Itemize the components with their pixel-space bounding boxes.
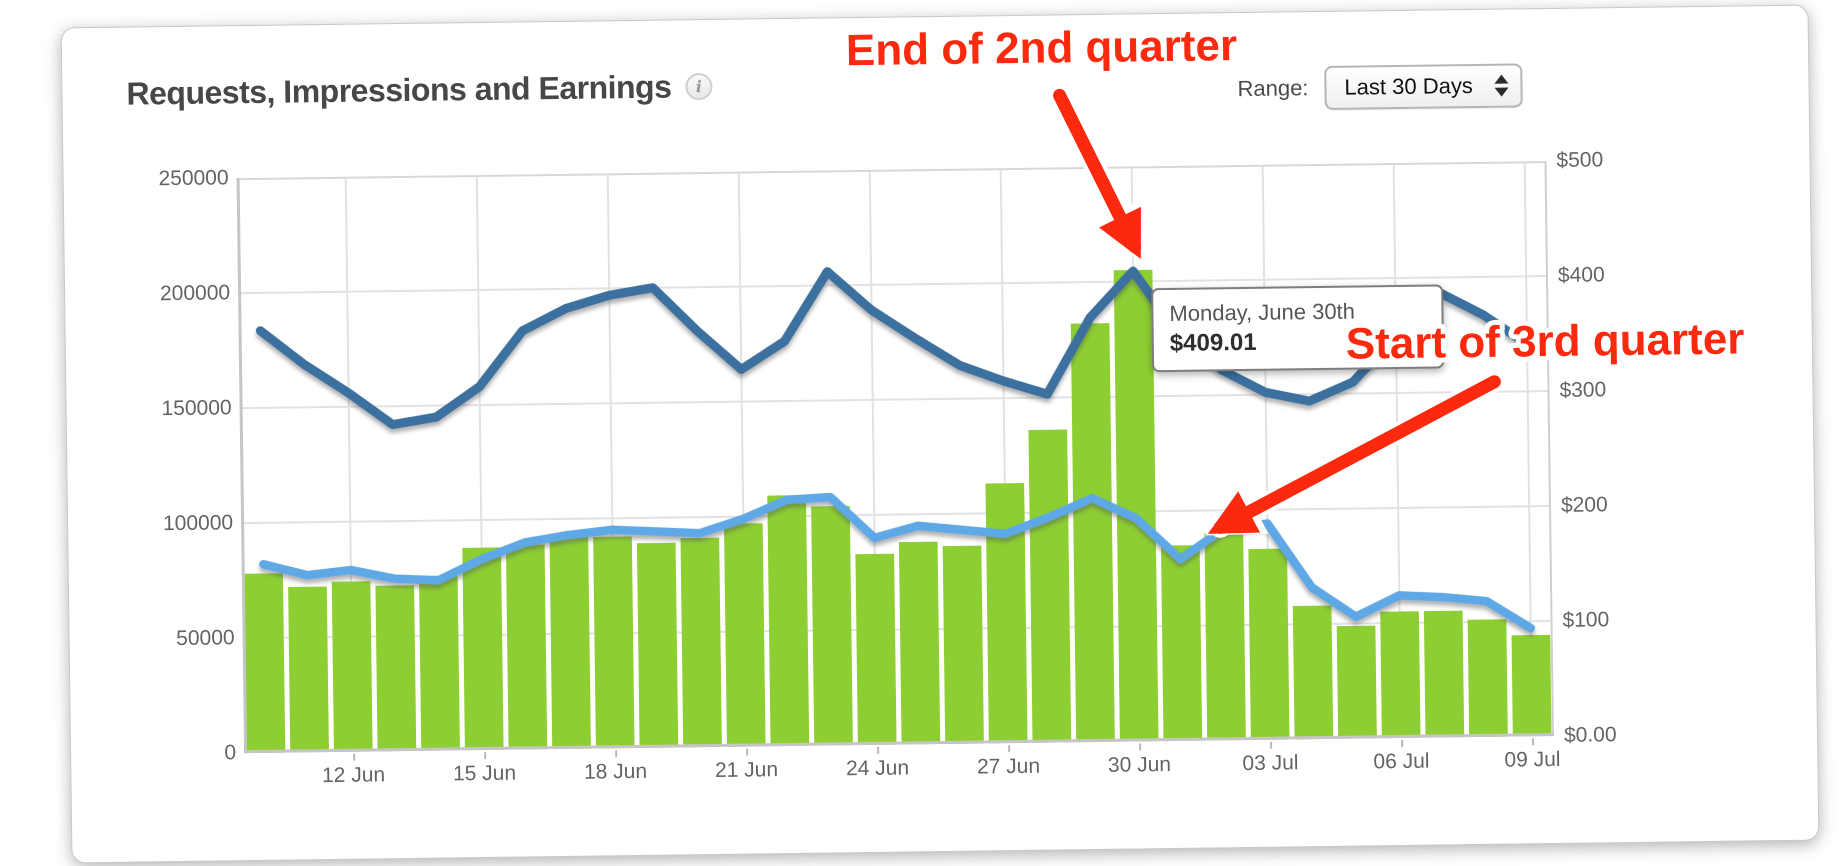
range-label: Range:	[1237, 75, 1309, 102]
left-axis-tick: 0	[224, 741, 237, 765]
left-axis-tick: 150000	[161, 396, 232, 421]
x-axis-label: 09 Jul	[1504, 747, 1561, 772]
x-tick-mark	[484, 751, 487, 759]
right-axis-tick: $0.00	[1563, 723, 1617, 747]
x-tick-mark	[615, 750, 618, 758]
x-axis-label: 30 Jun	[1107, 753, 1172, 777]
tooltip-date: Monday, June 30th	[1169, 298, 1356, 326]
card: Requests, Impressions and Earnings i Ran…	[60, 4, 1820, 864]
info-icon[interactable]: i	[685, 72, 713, 101]
x-tick-mark	[877, 746, 880, 754]
left-axis-tick: 50000	[176, 626, 235, 651]
plot-area[interactable]	[236, 161, 1555, 754]
impressions-line[interactable]	[259, 488, 1536, 645]
right-axis-tick: $500	[1556, 148, 1604, 172]
range-control: Range: Last 30 Days	[1237, 63, 1523, 111]
left-axis-tick: 250000	[158, 166, 229, 191]
x-tick-mark	[1532, 738, 1535, 746]
plot-svg	[236, 161, 1555, 754]
left-axis-tick: 200000	[159, 281, 231, 306]
x-tick-mark	[1139, 743, 1142, 751]
x-axis-label: 03 Jul	[1242, 751, 1299, 776]
range-select-value: Last 30 Days	[1344, 72, 1474, 100]
x-tick-mark	[1401, 739, 1404, 747]
x-tick-mark	[1270, 741, 1273, 749]
right-axis-tick: $400	[1557, 263, 1605, 287]
right-axis-tick: $200	[1560, 493, 1608, 517]
x-axis-label: 24 Jun	[845, 756, 910, 781]
x-axis-label: 06 Jul	[1373, 749, 1430, 774]
annotation-text-end-q2: End of 2nd quarter	[846, 21, 1238, 75]
x-tick-mark	[353, 753, 356, 761]
tooltip-value: $409.01	[1169, 328, 1257, 357]
x-axis-label: 18 Jun	[583, 759, 648, 784]
range-select[interactable]: Last 30 Days	[1324, 63, 1523, 110]
x-tick-mark	[1008, 745, 1011, 753]
chart-header: Requests, Impressions and Earnings i	[126, 68, 713, 113]
right-axis-tick: $100	[1562, 608, 1610, 632]
left-axis-tick: 100000	[162, 511, 234, 536]
x-axis-label: 21 Jun	[714, 758, 779, 782]
tooltip: Monday, June 30th $409.01	[1151, 284, 1445, 373]
x-tick-mark	[746, 748, 749, 756]
stepper-icon	[1494, 74, 1509, 97]
x-axis-label: 15 Jun	[452, 761, 517, 786]
x-axis-label: 27 Jun	[976, 754, 1041, 779]
x-axis-label: 12 Jun	[321, 763, 386, 788]
page-title: Requests, Impressions and Earnings	[126, 68, 672, 112]
right-axis-tick: $300	[1559, 378, 1607, 402]
